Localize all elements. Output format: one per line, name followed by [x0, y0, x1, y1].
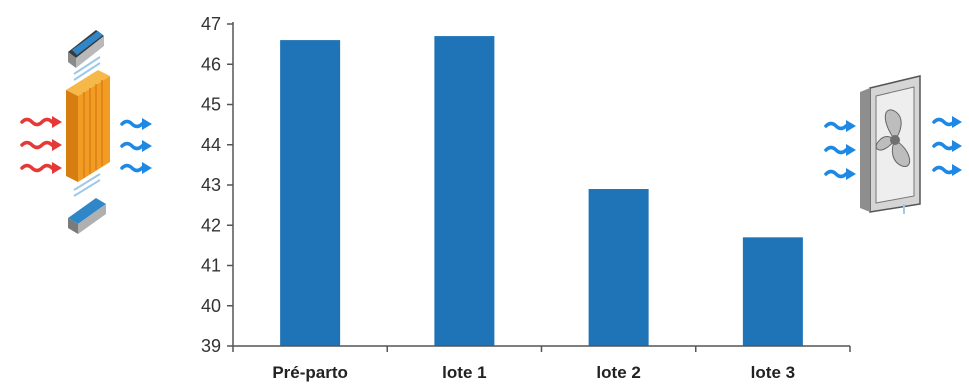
x-axis-ticks — [232, 346, 851, 352]
hot-air-arrows-icon — [20, 116, 62, 174]
bar-2 — [588, 189, 649, 346]
x-category-label: lote 1 — [442, 363, 486, 382]
exhaust-fan-illustration — [824, 75, 962, 214]
y-tick-label: 39 — [201, 336, 221, 356]
cool-air-arrows-icon — [120, 118, 152, 174]
y-axis-ticks: 39 40 41 42 43 44 45 46 47 — [201, 14, 233, 356]
y-tick-label: 43 — [201, 175, 221, 195]
x-category-label: lote 3 — [751, 363, 795, 382]
y-tick-label: 46 — [201, 54, 221, 74]
x-axis-labels: Pré-parto lote 1 lote 2 lote 3 — [272, 363, 795, 382]
x-category-label: lote 2 — [596, 363, 640, 382]
bar-0 — [280, 40, 341, 346]
cooling-pad-icon — [66, 70, 110, 182]
y-tick-label: 47 — [201, 14, 221, 34]
bars — [280, 36, 803, 346]
y-tick-label: 44 — [201, 135, 221, 155]
y-tick-label: 45 — [201, 95, 221, 115]
water-distributor-top-icon — [68, 30, 104, 68]
y-tick-label: 42 — [201, 215, 221, 235]
y-tick-label: 40 — [201, 296, 221, 316]
y-tick-label: 41 — [201, 256, 221, 276]
air-out-arrows-icon — [932, 116, 962, 176]
bar-chart: 39 40 41 42 43 44 45 46 47 Pré-parto lote 1 lote 2… — [201, 14, 851, 382]
water-tray-bottom-icon — [68, 198, 106, 234]
x-category-label: Pré-parto — [272, 363, 348, 382]
bar-3 — [742, 237, 803, 346]
cooling-pad-illustration — [20, 30, 152, 234]
air-in-arrows-icon — [824, 120, 856, 180]
fan-icon — [860, 75, 921, 214]
bar-1 — [434, 36, 495, 346]
